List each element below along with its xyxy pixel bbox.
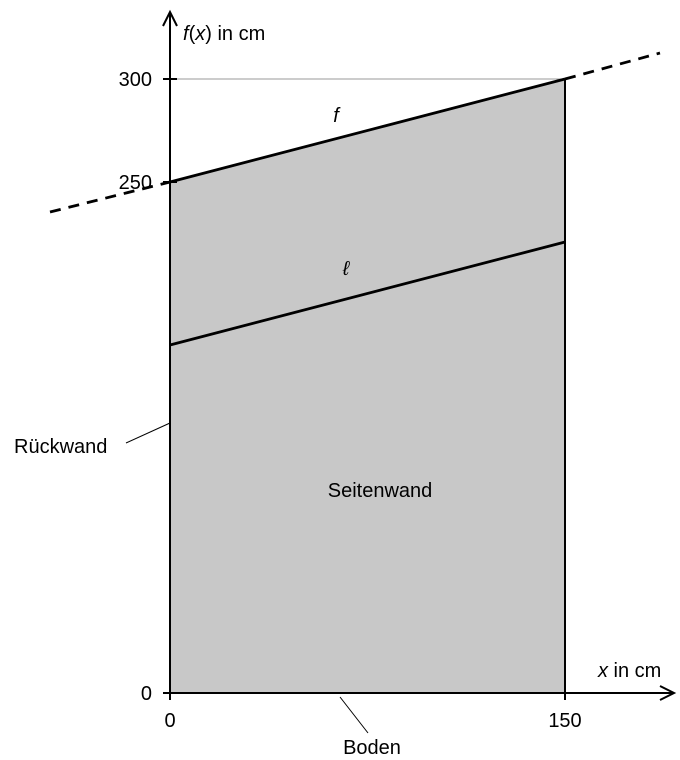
y-tick-label-250: 250 bbox=[119, 172, 152, 194]
x-axis-label-var: x bbox=[597, 660, 609, 682]
x-axis-arrow bbox=[659, 685, 677, 701]
curve-l-label: ℓ bbox=[342, 258, 351, 280]
y-tick-label-0: 0 bbox=[141, 683, 152, 705]
y-axis-label-var: x bbox=[194, 23, 206, 45]
curve-f-label: f bbox=[333, 105, 341, 127]
callout-back-wall-leader bbox=[125, 422, 171, 444]
y-axis-label: f(x) in cm bbox=[183, 23, 265, 45]
y-tick-label-300: 300 bbox=[119, 69, 152, 91]
y-axis-arrow bbox=[162, 9, 178, 27]
curve-f bbox=[169, 77, 566, 184]
callout-back-wall: Rückwand bbox=[14, 436, 107, 458]
callout-floor-leader bbox=[339, 696, 369, 734]
curve-f-extension-right bbox=[564, 51, 661, 81]
x-tick-label-150: 150 bbox=[548, 710, 581, 732]
y-axis-label-func: f bbox=[183, 23, 191, 45]
y-axis-label-unit: in cm bbox=[212, 23, 265, 45]
x-tick-label-0: 0 bbox=[164, 710, 175, 732]
x-axis-label-unit: in cm bbox=[608, 660, 661, 682]
curve-f-extension-left bbox=[49, 180, 171, 214]
x-axis-label: x in cm bbox=[597, 660, 661, 682]
callout-floor: Boden bbox=[343, 737, 401, 759]
region-label: Seitenwand bbox=[328, 480, 433, 502]
curve-l bbox=[169, 240, 566, 347]
side-wall-region bbox=[169, 77, 566, 694]
